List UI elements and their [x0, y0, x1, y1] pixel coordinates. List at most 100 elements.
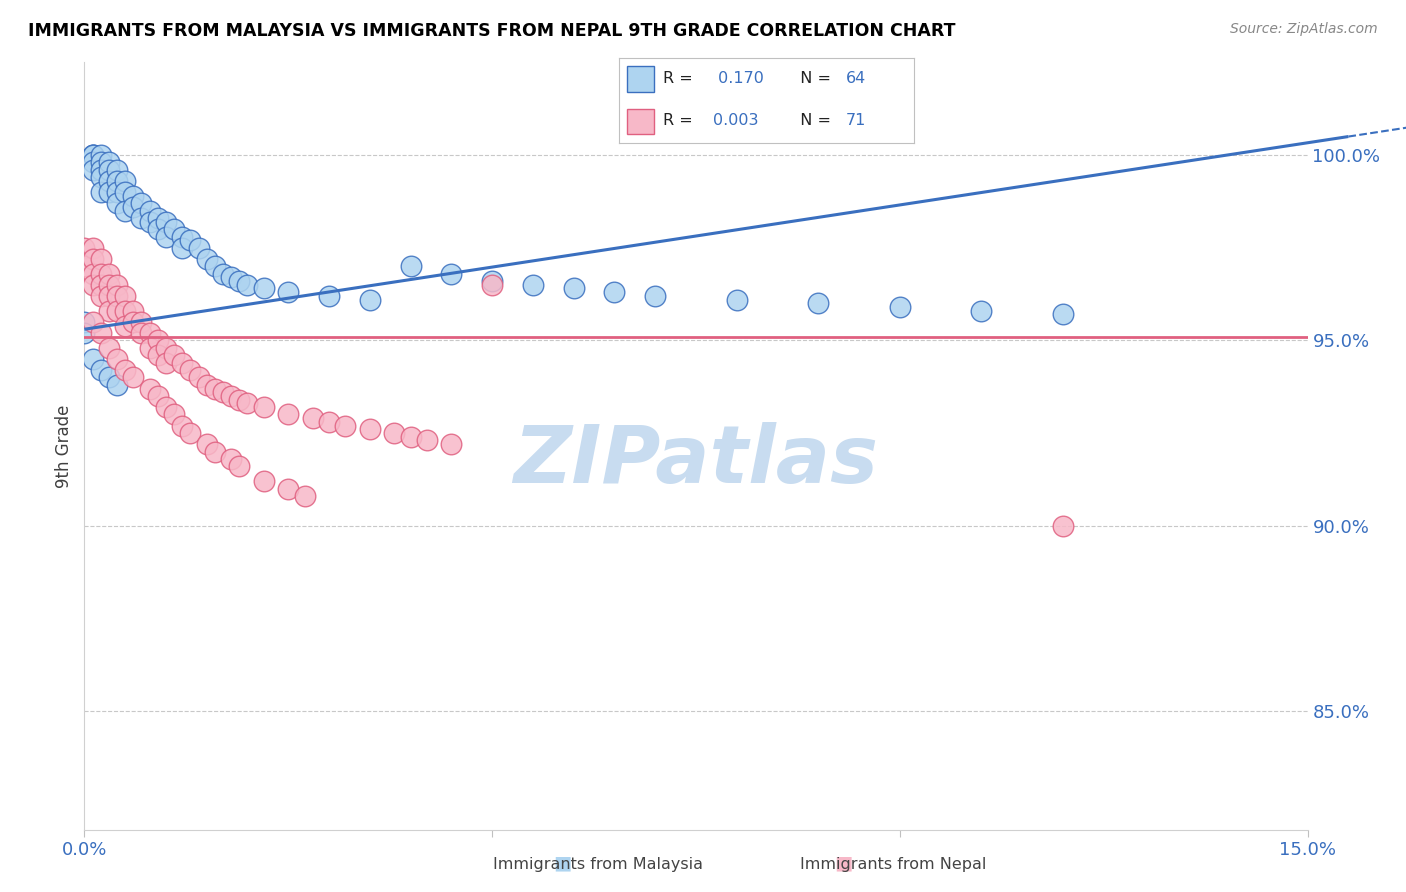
Point	[1052, 518, 1074, 533]
Text: 0.003: 0.003	[713, 113, 759, 128]
Point	[82, 148, 104, 162]
Point	[131, 196, 153, 211]
Point	[73, 315, 96, 329]
Point	[603, 285, 626, 300]
Point	[889, 300, 911, 314]
Point	[481, 274, 503, 288]
Point	[219, 452, 242, 467]
Text: 64: 64	[846, 70, 866, 86]
Point	[179, 363, 201, 377]
Point	[204, 444, 226, 458]
Point	[187, 370, 209, 384]
Point	[114, 185, 136, 199]
Point	[82, 315, 104, 329]
Point	[131, 315, 153, 329]
Point	[970, 303, 993, 318]
Point	[105, 277, 128, 292]
Point	[155, 229, 177, 244]
Point	[97, 174, 120, 188]
Point	[73, 241, 96, 255]
Point	[131, 211, 153, 225]
Point	[114, 303, 136, 318]
Point	[155, 341, 177, 355]
Point	[155, 215, 177, 229]
Point	[644, 289, 666, 303]
Text: N =: N =	[790, 113, 837, 128]
Point	[172, 229, 194, 244]
Text: IMMIGRANTS FROM MALAYSIA VS IMMIGRANTS FROM NEPAL 9TH GRADE CORRELATION CHART: IMMIGRANTS FROM MALAYSIA VS IMMIGRANTS F…	[28, 22, 956, 40]
Point	[172, 418, 194, 433]
Point	[97, 267, 120, 281]
Point	[90, 155, 112, 169]
Point	[219, 389, 242, 403]
Point	[90, 252, 112, 266]
Point	[82, 241, 104, 255]
Point	[97, 162, 120, 177]
Point	[146, 222, 169, 236]
Point	[90, 326, 112, 340]
Point	[155, 400, 177, 414]
Point	[294, 489, 316, 503]
Point	[318, 415, 340, 429]
Point	[725, 293, 748, 307]
Point	[138, 341, 160, 355]
Point	[204, 260, 226, 274]
Point	[179, 425, 201, 440]
Text: R =: R =	[664, 70, 697, 86]
Point	[138, 326, 160, 340]
Point	[122, 370, 145, 384]
Point	[105, 174, 128, 188]
Text: ■: ■	[834, 854, 853, 872]
Point	[97, 155, 120, 169]
Point	[90, 277, 112, 292]
Point	[90, 363, 112, 377]
Point	[318, 289, 340, 303]
Point	[105, 303, 128, 318]
Point	[146, 389, 169, 403]
Point	[105, 351, 128, 366]
Text: Immigrants from Nepal: Immigrants from Nepal	[800, 857, 986, 872]
Bar	[627, 109, 654, 134]
Text: N =: N =	[790, 70, 837, 86]
Point	[195, 252, 218, 266]
Point	[359, 293, 381, 307]
Point	[90, 185, 112, 199]
Point	[82, 148, 104, 162]
Text: ZIPatlas: ZIPatlas	[513, 422, 879, 500]
Point	[97, 370, 120, 384]
Point	[172, 241, 194, 255]
Y-axis label: 9th Grade: 9th Grade	[55, 404, 73, 488]
Point	[146, 211, 169, 225]
Point	[335, 418, 357, 433]
Text: ■: ■	[553, 854, 572, 872]
Point	[277, 408, 299, 422]
Point	[416, 434, 439, 448]
Point	[138, 382, 160, 396]
Point	[172, 356, 194, 370]
Text: Immigrants from Malaysia: Immigrants from Malaysia	[492, 857, 703, 872]
Point	[277, 482, 299, 496]
Point	[73, 260, 96, 274]
Point	[440, 437, 463, 451]
Point	[382, 425, 405, 440]
Point	[82, 155, 104, 169]
Point	[179, 233, 201, 247]
Point	[146, 348, 169, 362]
Point	[105, 196, 128, 211]
Point	[90, 162, 112, 177]
Point	[399, 260, 422, 274]
Point	[138, 215, 160, 229]
Point	[228, 459, 250, 474]
Point	[82, 162, 104, 177]
Point	[82, 267, 104, 281]
Point	[277, 285, 299, 300]
Point	[253, 400, 276, 414]
Point	[97, 277, 120, 292]
Point	[228, 392, 250, 407]
Point	[228, 274, 250, 288]
Point	[195, 437, 218, 451]
Point	[82, 252, 104, 266]
Point	[187, 241, 209, 255]
Point	[82, 148, 104, 162]
Point	[155, 356, 177, 370]
